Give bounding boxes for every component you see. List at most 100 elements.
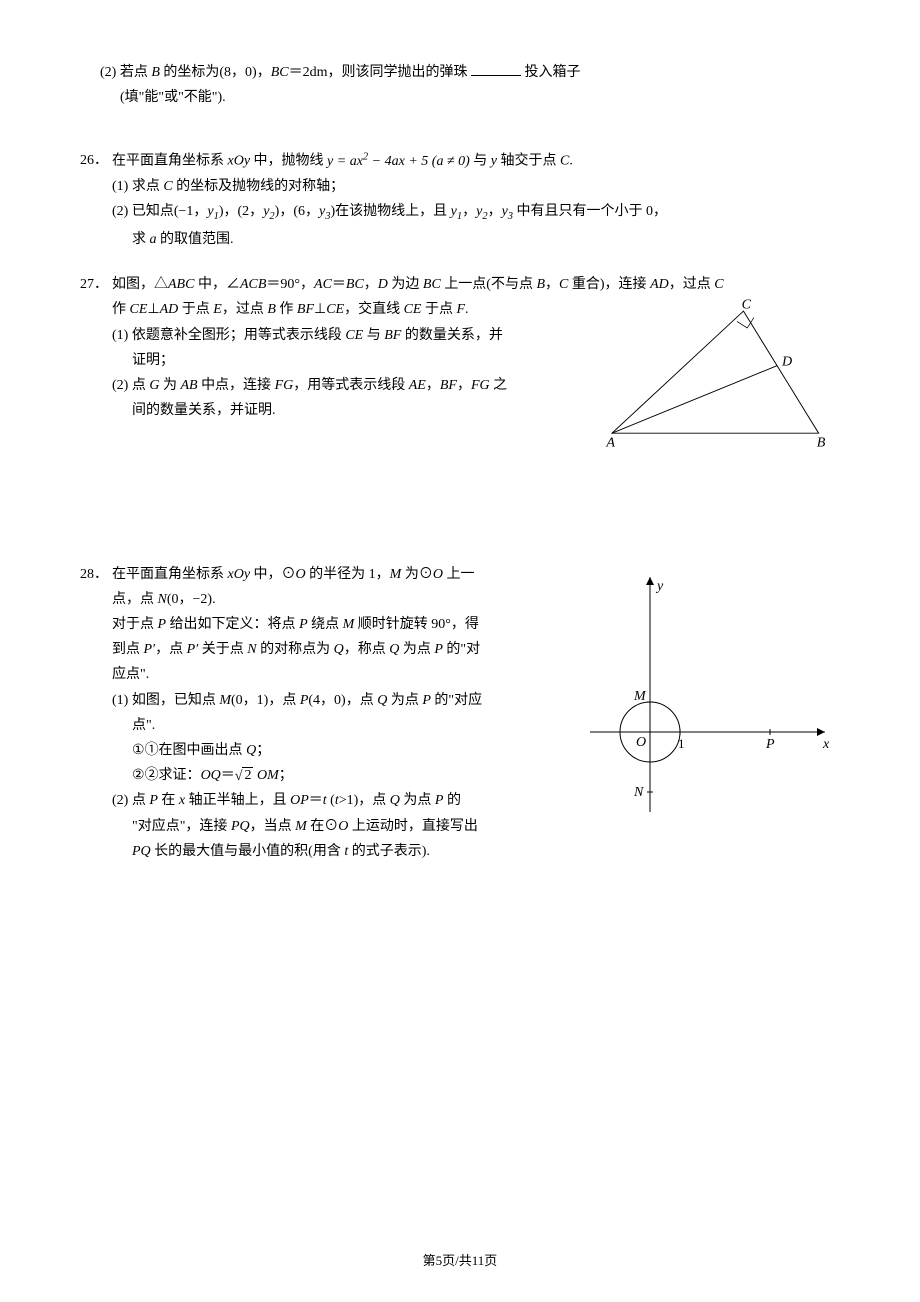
- text: ，过点: [222, 302, 268, 317]
- text: 的数量关系，并: [401, 328, 503, 343]
- text: ，点: [155, 642, 187, 657]
- fill-blank: [471, 61, 521, 76]
- text: 的"对应: [431, 693, 482, 708]
- text: 中，⊙: [250, 567, 296, 582]
- text: 的坐标为(8，0)，: [160, 65, 271, 80]
- text: 的式子表示).: [348, 844, 430, 859]
- label-D: D: [781, 354, 792, 370]
- text: )，(2，: [219, 204, 263, 219]
- var: Q: [389, 642, 399, 657]
- text: 为点: [387, 693, 422, 708]
- q26-intro: 在平面直角坐标系 xOy 中，抛物线 y = ax2 − 4ax + 5 (a …: [112, 148, 840, 174]
- text: 轴交于点: [497, 154, 560, 169]
- text: 为⊙: [401, 567, 433, 582]
- var: OP: [290, 793, 309, 808]
- var: N: [247, 642, 256, 657]
- text: 之: [490, 378, 508, 393]
- text: ＝: [309, 793, 323, 808]
- text: ，称点: [344, 642, 390, 657]
- q28-p1-sub2: ②②求证：OQ＝2 OM；: [112, 763, 580, 788]
- text: 绕点: [308, 617, 343, 632]
- fill-hint: (填"能"或"不能").: [80, 85, 840, 110]
- label-M: M: [633, 689, 647, 704]
- text: ＝: [221, 768, 235, 783]
- var: BF: [297, 302, 314, 317]
- text: 为边: [388, 277, 423, 292]
- text: (1) 求点: [112, 179, 163, 194]
- text: .: [465, 302, 469, 317]
- q26-p2-line2: 求 a 的取值范围.: [112, 227, 840, 252]
- var: AD: [650, 277, 669, 292]
- text: 为: [159, 378, 180, 393]
- circled-2: ②: [132, 768, 145, 783]
- text: 上一点(不与点: [441, 277, 537, 292]
- label-O: O: [636, 735, 646, 750]
- text: ，: [488, 204, 502, 219]
- text: (4，0)，点: [308, 693, 377, 708]
- q28-p1-line2: 点".: [112, 713, 580, 738]
- text: (1) 依题意补全图形；用等式表示线段: [112, 328, 345, 343]
- var: PQ: [231, 819, 250, 834]
- var: y3: [502, 204, 513, 219]
- text: (0，1)，点: [231, 693, 300, 708]
- var-xOy: xOy: [228, 154, 251, 169]
- text: 的对称点为: [257, 642, 334, 657]
- var: C: [559, 277, 568, 292]
- var: y3: [319, 204, 330, 219]
- label-y: y: [655, 579, 664, 594]
- q27-p2: (2) 点 G 为 AB 中点，连接 FG，用等式表示线段 AE，BF，FG 之: [112, 373, 590, 398]
- var: BC: [423, 277, 441, 292]
- q27: 27． 如图，△ABC 中，∠ACB＝90°，AC＝BC，D 为边 BC 上一点…: [80, 272, 840, 461]
- var: Q: [390, 793, 400, 808]
- q27-intro-line1: 如图，△ABC 中，∠ACB＝90°，AC＝BC，D 为边 BC 上一点(不与点…: [112, 272, 840, 297]
- q28-l3: 对于点 P 给出如下定义：将点 P 绕点 M 顺时针旋转 90°，得: [112, 612, 580, 637]
- var: G: [149, 378, 159, 393]
- var: y1: [451, 204, 462, 219]
- text: ＝2dm，则该同学抛出的弹珠: [289, 65, 471, 80]
- text: 在平面直角坐标系: [112, 154, 228, 169]
- var: P: [434, 642, 443, 657]
- label-P: P: [765, 737, 775, 752]
- label-1: 1: [678, 736, 685, 751]
- label-x: x: [822, 737, 830, 752]
- text: 重合)，连接: [568, 277, 650, 292]
- var: CE: [130, 302, 148, 317]
- text: (2) 点: [112, 378, 149, 393]
- q27-p2-line2: 间的数量关系，并证明.: [112, 398, 590, 423]
- var: CE: [326, 302, 344, 317]
- var: N: [158, 592, 167, 607]
- text: 于点: [421, 302, 456, 317]
- var: CE: [345, 328, 363, 343]
- text: ，: [545, 277, 559, 292]
- text: 作: [276, 302, 297, 317]
- text: 于点: [178, 302, 213, 317]
- circled-1: ①: [132, 743, 145, 758]
- text: 在⊙: [307, 819, 339, 834]
- var: ACB: [240, 277, 266, 292]
- var: CE: [404, 302, 422, 317]
- text: .: [569, 154, 573, 169]
- text: 上运动时，直接写出: [348, 819, 478, 834]
- var: BF: [384, 328, 401, 343]
- text: (2) 已知点(−1，: [112, 204, 207, 219]
- text: 与: [470, 154, 491, 169]
- text: 中，∠: [194, 277, 240, 292]
- text: ＝90°，: [266, 277, 314, 292]
- text: ，用等式表示线段: [293, 378, 409, 393]
- text: 的坐标及抛物线的对称轴；: [173, 179, 345, 194]
- text: 在平面直角坐标系: [112, 567, 228, 582]
- text: (: [327, 793, 335, 808]
- q28-l5: 应点".: [112, 662, 580, 687]
- text: ⊥: [314, 302, 326, 317]
- var: B: [267, 302, 276, 317]
- text: (1) 如图，已知点: [112, 693, 219, 708]
- var-B: B: [151, 65, 160, 80]
- q26-p2: (2) 已知点(−1，y1)，(2，y2)，(6，y3)在该抛物线上，且 y1，…: [112, 199, 840, 227]
- var: y2: [476, 204, 487, 219]
- text: ；: [279, 768, 293, 783]
- var: xOy: [228, 567, 251, 582]
- var: AC: [314, 277, 332, 292]
- var: O: [433, 567, 443, 582]
- label-N: N: [633, 785, 644, 800]
- q28-p1: (1) 如图，已知点 M(0，1)，点 P(4，0)，点 Q 为点 P 的"对应: [112, 688, 580, 713]
